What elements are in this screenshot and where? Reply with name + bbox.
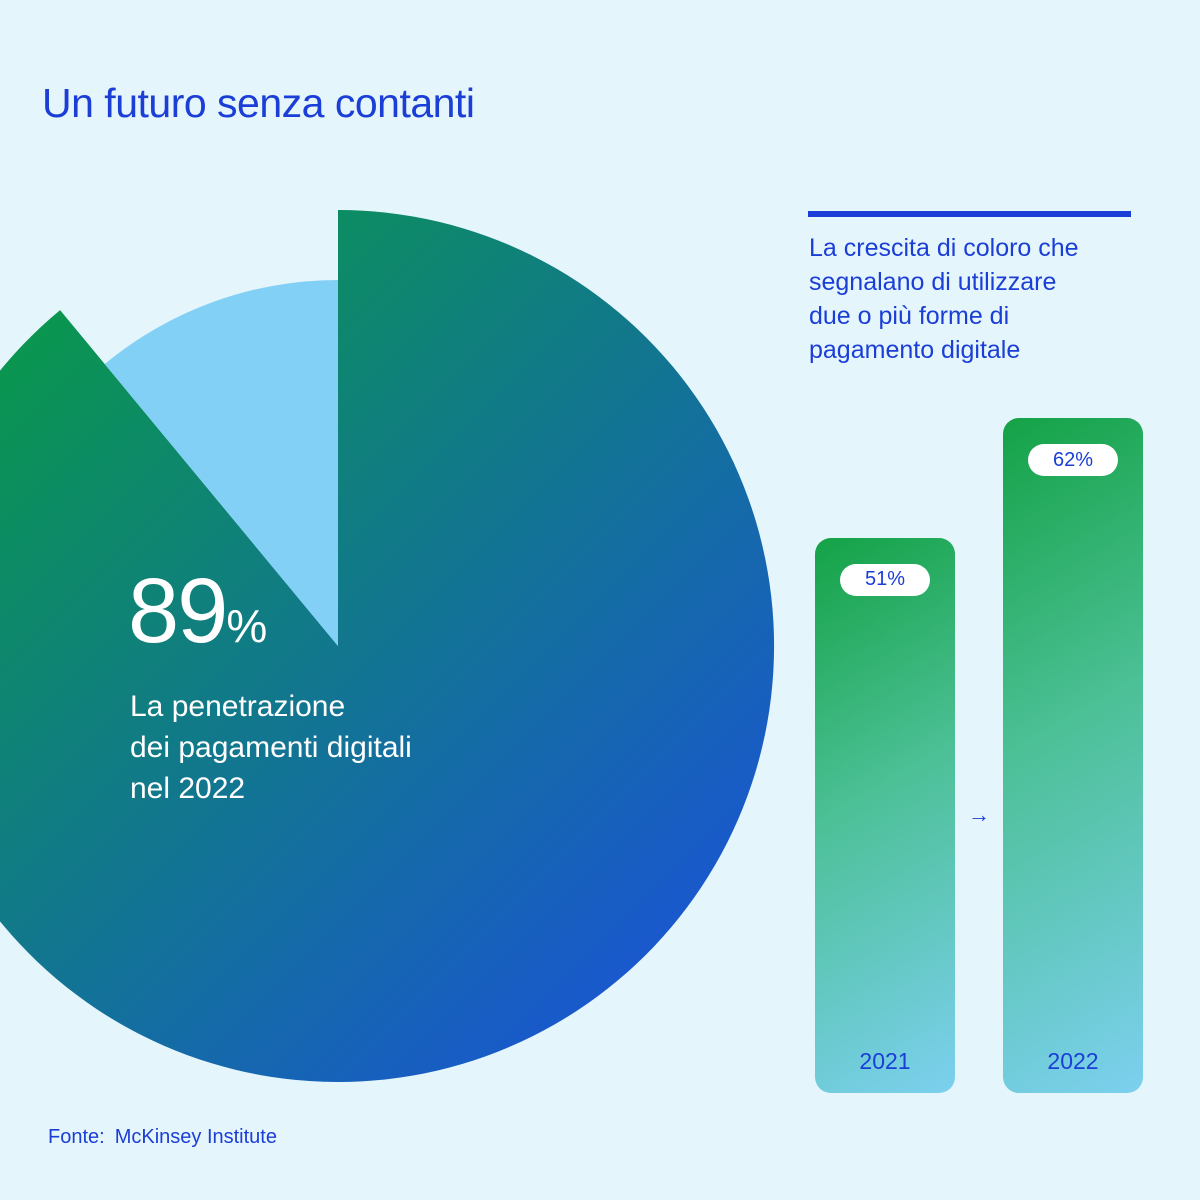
source-note: Fonte: McKinsey Institute — [48, 1126, 277, 1149]
bar-chart-title-line: segnalano di utilizzare — [809, 268, 1057, 296]
bar-value-label: 62% — [1028, 444, 1118, 476]
bar-category-label: 2021 — [859, 1047, 911, 1074]
bar-chart-title-line: due o più forme di — [809, 302, 1010, 330]
source-text: McKinsey Institute — [114, 1126, 277, 1148]
pie-caption-line: dei pagamenti digitali — [130, 731, 412, 764]
bar-category-label: 2022 — [1047, 1048, 1099, 1074]
pie-slice-main — [0, 210, 775, 1082]
pie-caption: La penetrazione dei pagamenti digitali n… — [130, 686, 550, 809]
bar-2021: 51% 2021 — [815, 537, 955, 1093]
bar-chart-title-line: pagamento digitale — [809, 336, 1021, 364]
pie-value-percent: % — [226, 600, 268, 652]
page-title: Un futuro senza contanti — [42, 80, 475, 126]
pie-caption-line: La penetrazione — [130, 690, 346, 723]
bar-chart-title: La crescita di coloro che segnalano di u… — [809, 231, 1149, 367]
bar-value-label: 51% — [840, 563, 930, 596]
bar-2022: 62% 2022 — [1003, 418, 1143, 1093]
pie-value-label: 89% — [128, 565, 267, 657]
pie-value-number: 89 — [128, 560, 228, 662]
arrow-right-icon: → — [968, 802, 990, 827]
pie-slice-rest — [104, 280, 338, 646]
pie-chart — [0, 210, 775, 1082]
bar-chart-title-line: La crescita di coloro che — [809, 234, 1079, 262]
source-label: Fonte: — [48, 1126, 105, 1148]
accent-rule — [808, 211, 1131, 217]
pie-caption-line: nel 2022 — [130, 772, 246, 805]
